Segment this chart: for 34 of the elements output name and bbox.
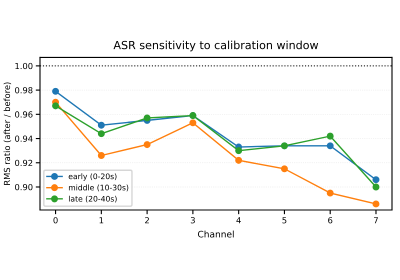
chart-title: ASR sensitivity to calibration window: [113, 40, 318, 52]
point: [235, 147, 242, 154]
x-tick-label: 2: [145, 217, 149, 224]
y-tick-label: 0.90: [15, 184, 32, 190]
point: [326, 142, 334, 150]
point: [372, 176, 380, 184]
point: [189, 119, 196, 126]
x-tick-label: 4: [236, 217, 241, 224]
x-tick-label: 5: [282, 217, 286, 224]
x-tick-label: 1: [100, 217, 104, 224]
point: [372, 184, 380, 190]
point: [372, 200, 380, 208]
x-tick-label: 7: [374, 217, 378, 224]
y-tick-label: 0.92: [15, 160, 32, 166]
point: [144, 141, 151, 148]
x-tick-label: 3: [190, 217, 195, 224]
point: [52, 102, 60, 110]
point: [235, 156, 242, 164]
point: [326, 132, 334, 140]
point: [98, 122, 105, 129]
y-axis-title: RMS ratio (after / before): [4, 82, 12, 185]
y-tick-label: 1.00: [15, 62, 32, 70]
y-tick-label: 0.96: [15, 111, 33, 118]
point: [280, 165, 288, 172]
point: [98, 130, 105, 138]
x-tick-label: 0: [53, 217, 58, 224]
y-tick-label: 0.98: [15, 87, 32, 94]
y-tick-label: 0.94: [15, 136, 33, 142]
point: [98, 152, 105, 159]
x-tick-label: 6: [328, 217, 332, 224]
point: [52, 88, 60, 95]
point: [326, 190, 334, 197]
point: [144, 114, 151, 122]
x-axis-title: Channel: [198, 230, 234, 238]
